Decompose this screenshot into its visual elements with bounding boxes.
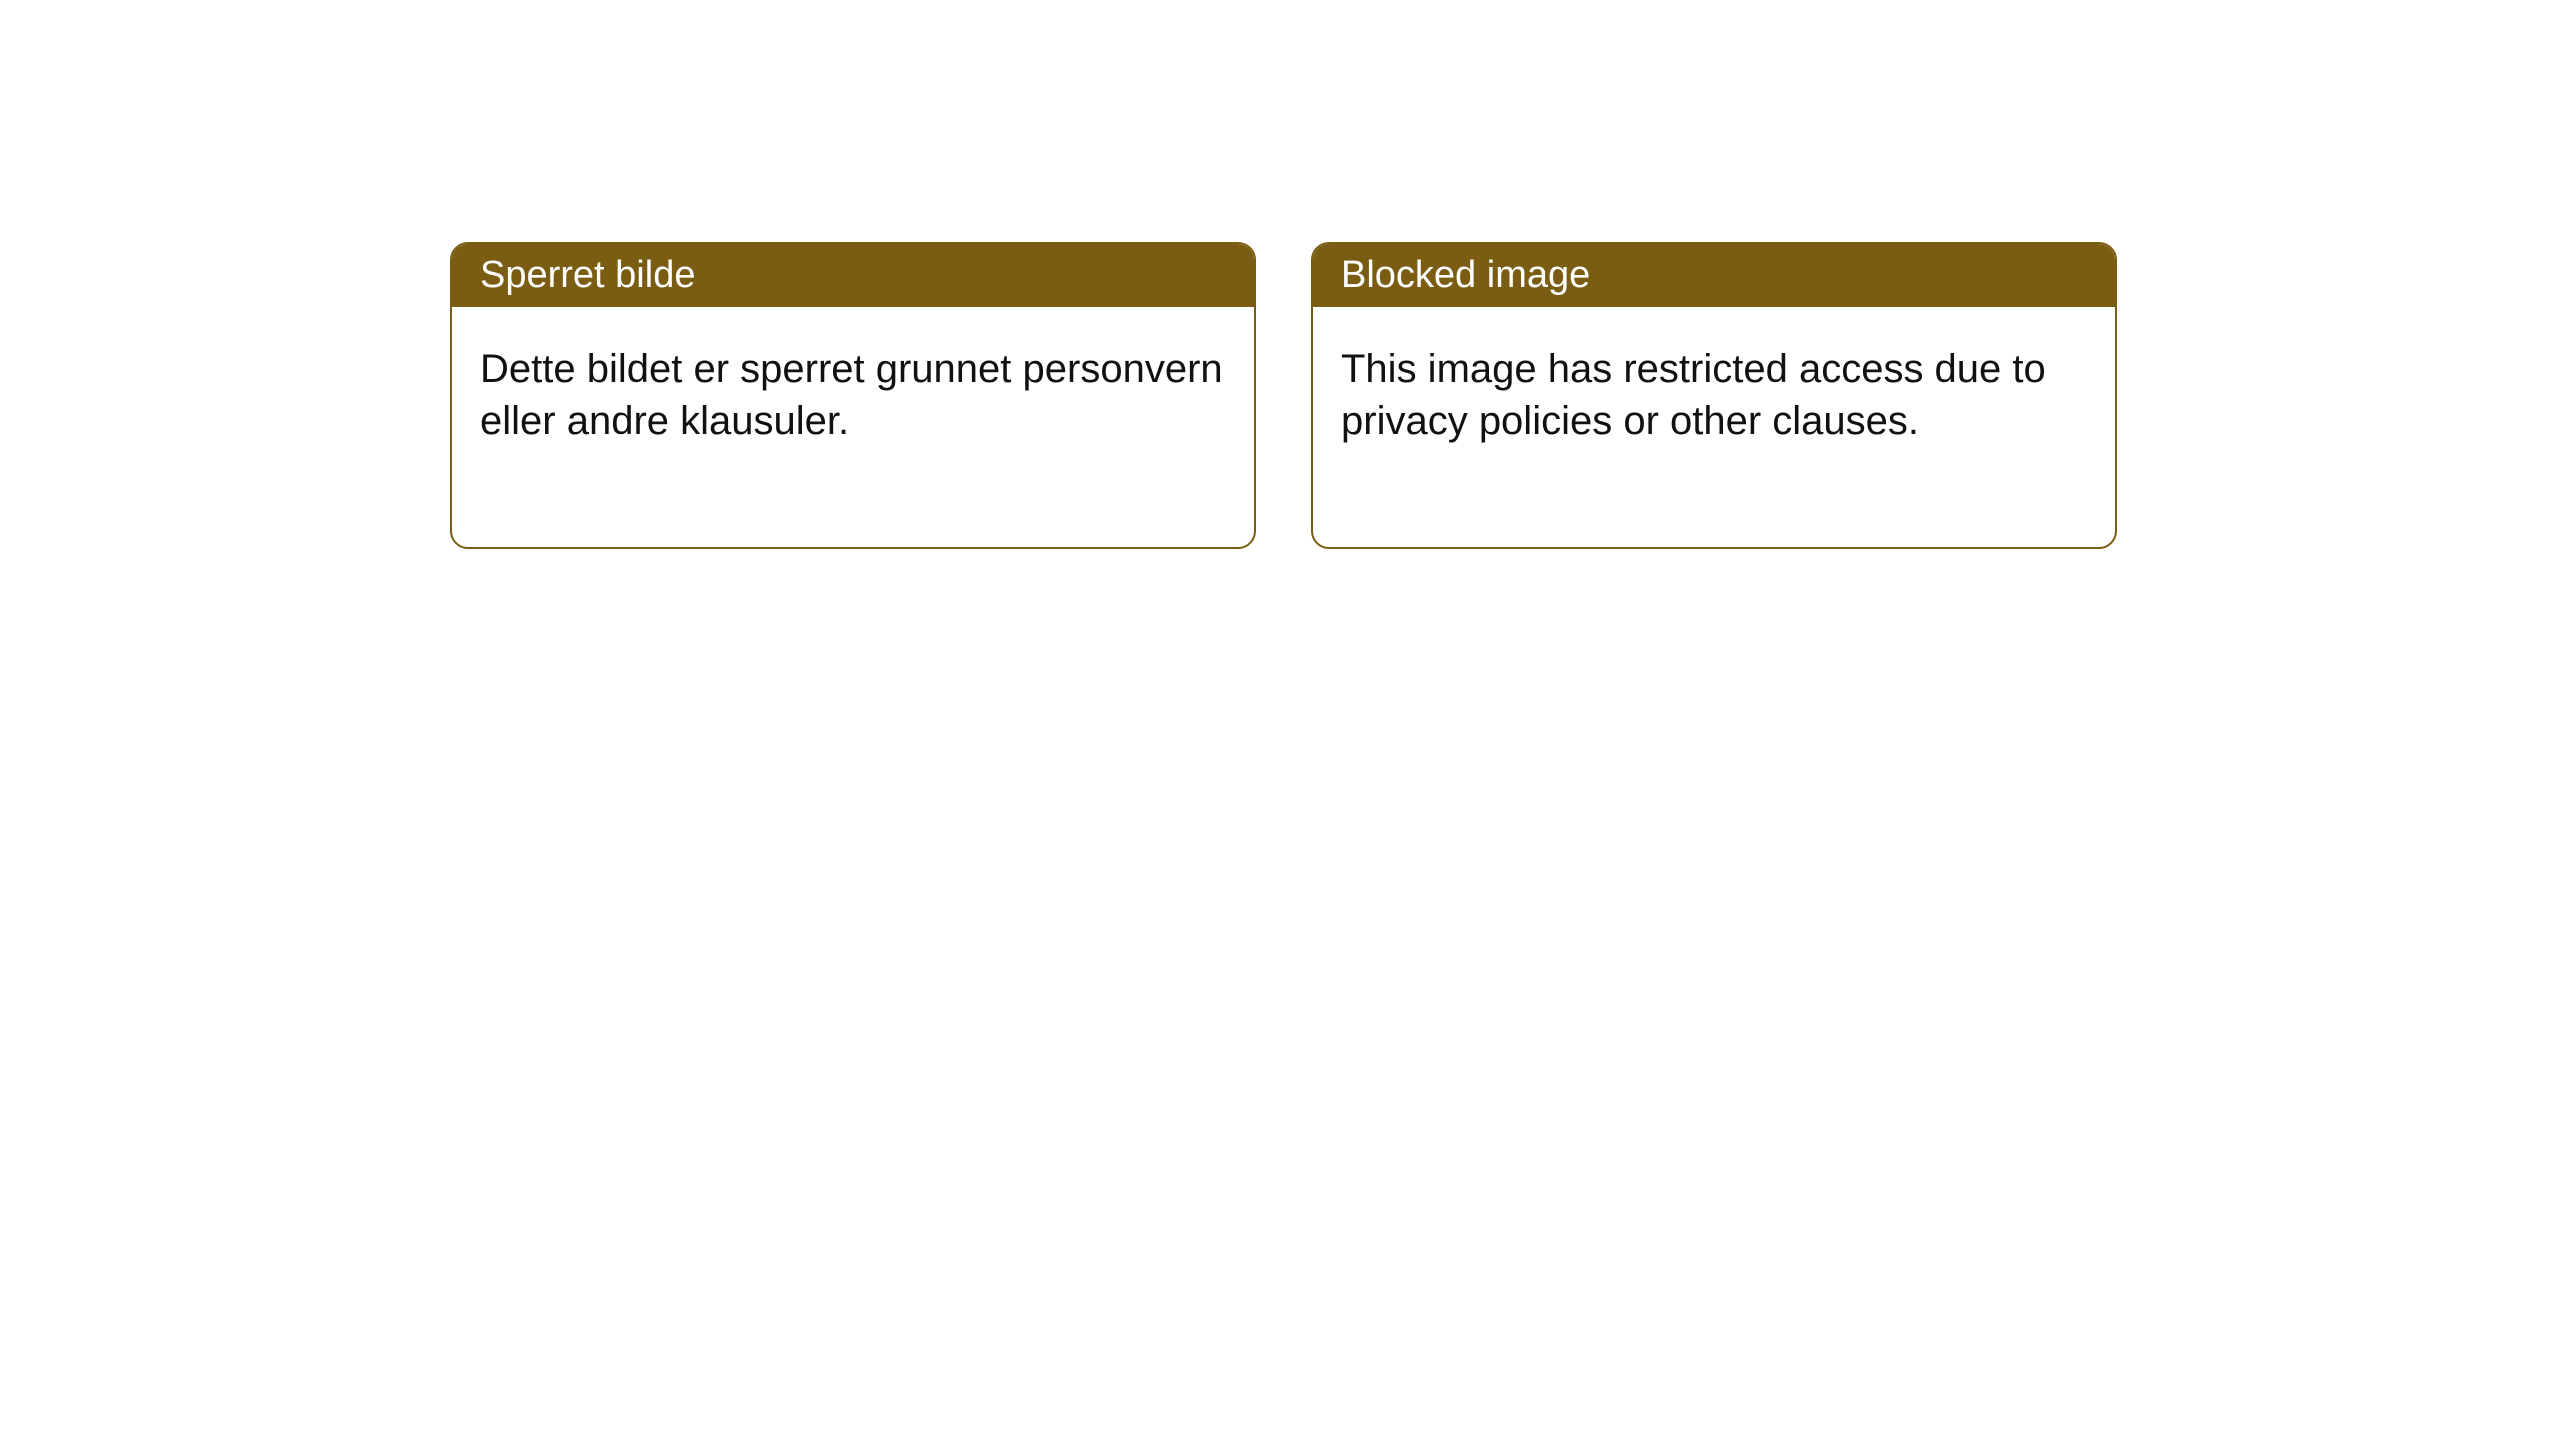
card-body-text-en: This image has restricted access due to … <box>1341 347 2046 443</box>
card-title-no: Sperret bilde <box>480 254 695 296</box>
card-title-en: Blocked image <box>1341 254 1590 296</box>
blocked-image-card-no: Sperret bilde Dette bildet er sperret gr… <box>450 242 1256 549</box>
card-header-no: Sperret bilde <box>452 244 1254 307</box>
card-body-no: Dette bildet er sperret grunnet personve… <box>452 307 1254 547</box>
blocked-image-card-en: Blocked image This image has restricted … <box>1311 242 2117 549</box>
card-body-en: This image has restricted access due to … <box>1313 307 2115 547</box>
card-body-text-no: Dette bildet er sperret grunnet personve… <box>480 347 1223 443</box>
cards-container: Sperret bilde Dette bildet er sperret gr… <box>450 242 2560 549</box>
card-header-en: Blocked image <box>1313 244 2115 307</box>
